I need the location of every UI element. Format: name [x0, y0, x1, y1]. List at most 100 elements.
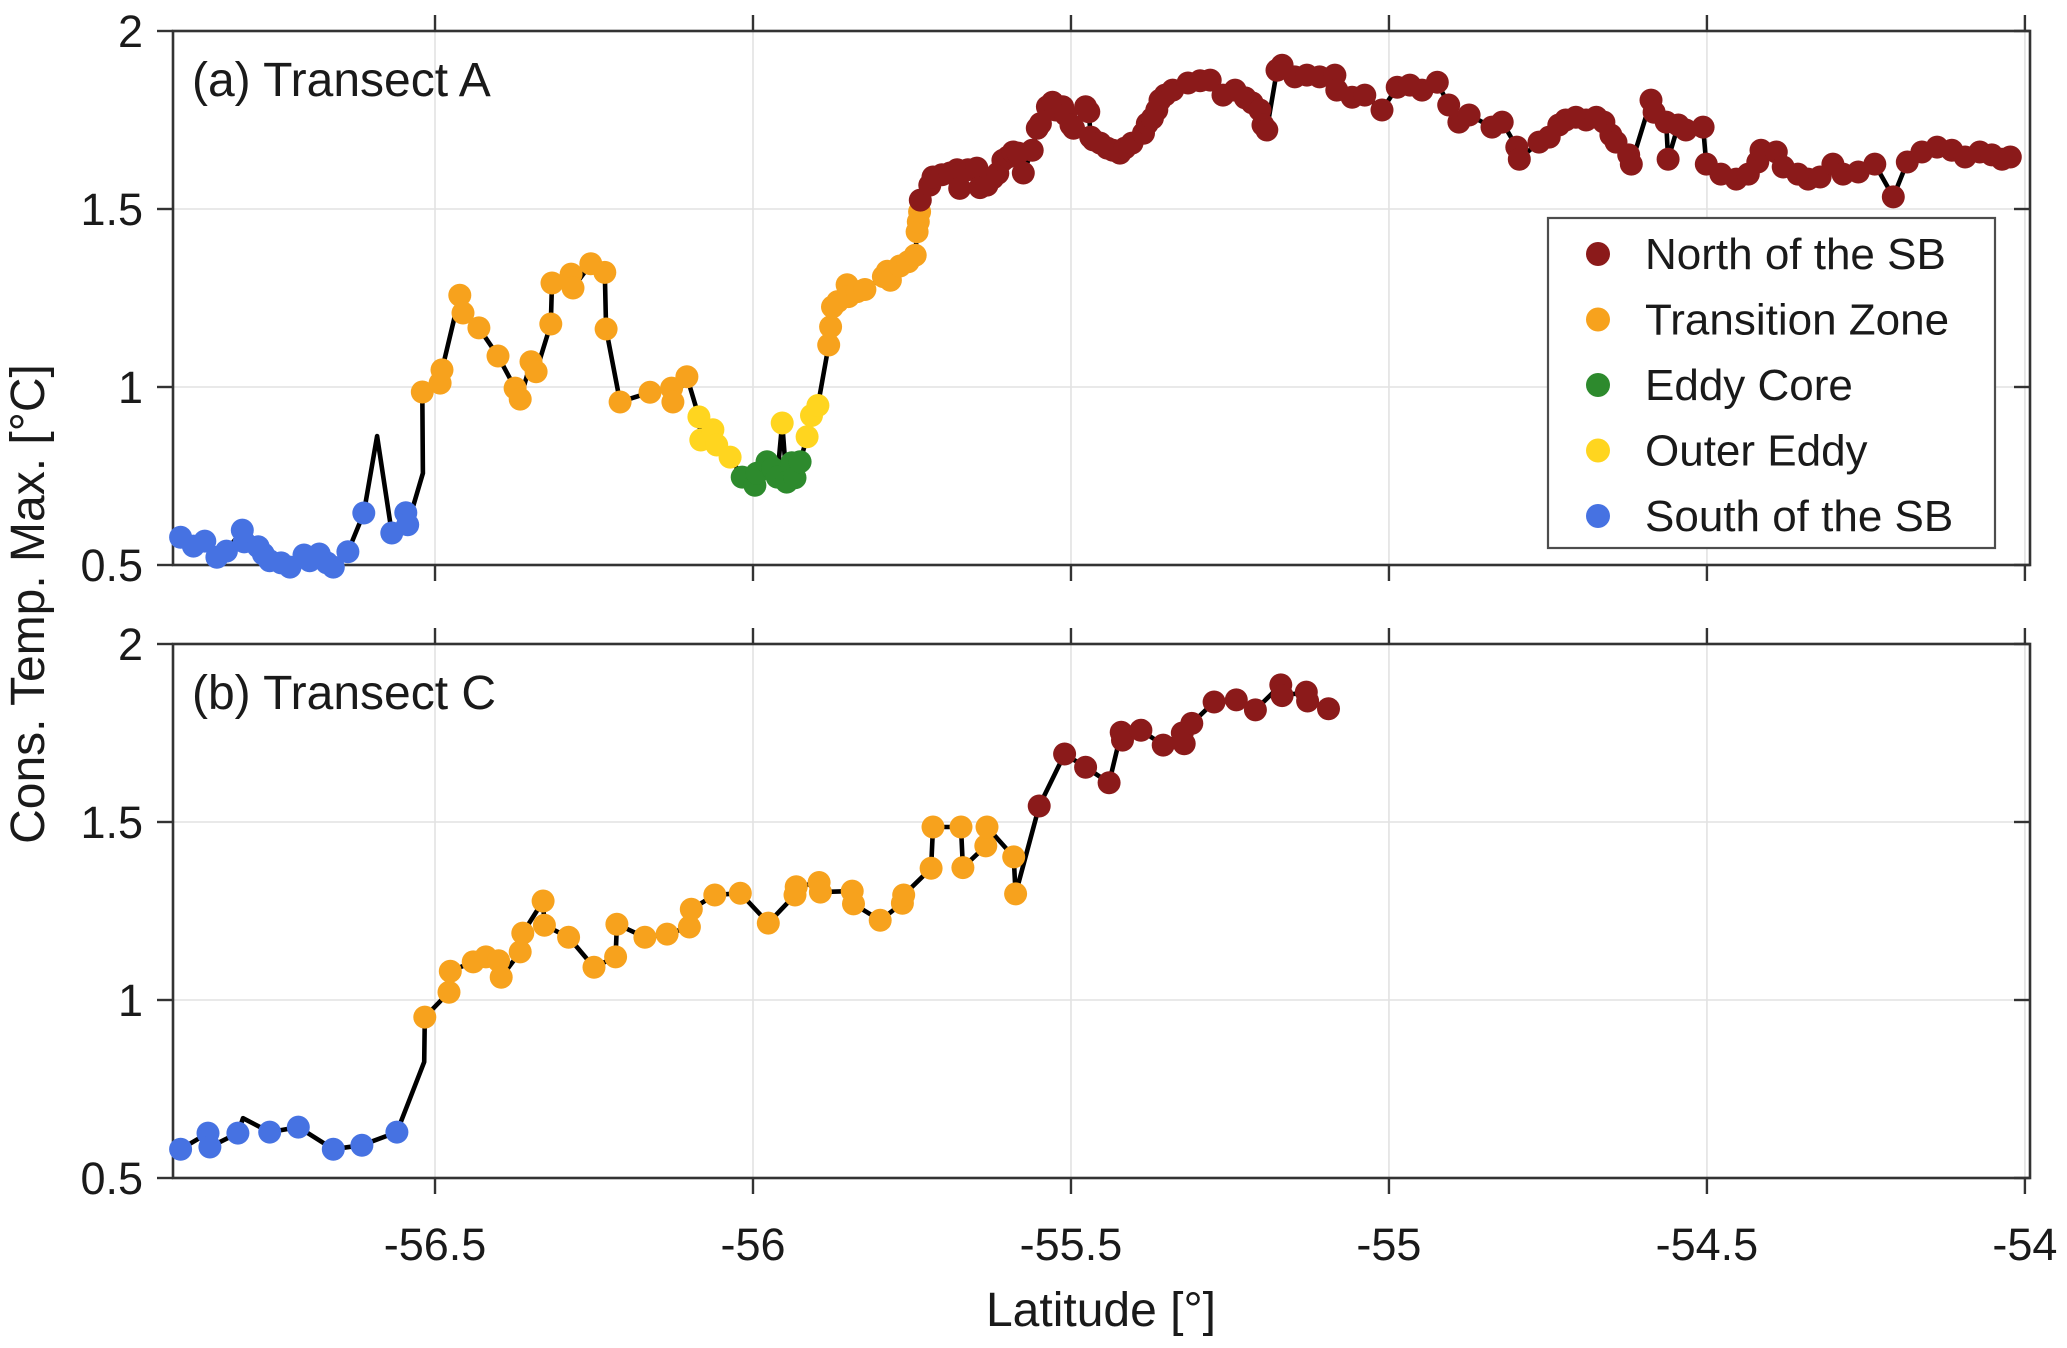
legend-marker-south-of-the-sb — [1586, 504, 1610, 528]
x-tick-label: -56 — [720, 1219, 785, 1270]
data-point-north-of-the-sb — [1224, 688, 1248, 712]
y-tick-label: 1 — [118, 362, 143, 413]
data-point-transition-zone — [448, 283, 472, 307]
data-point-north-of-the-sb — [1490, 110, 1514, 134]
data-point-south-of-the-sb — [214, 539, 238, 563]
legend-item-label: South of the SB — [1645, 492, 1953, 541]
data-point-transition-zone — [974, 834, 998, 858]
panel-b: 0.5 1 1.5 2 -56.5 -56 -55.5 -55 -54.5 -54 — [80, 619, 2057, 1270]
data-point-transition-zone — [430, 358, 454, 382]
data-point-transition-zone — [1004, 882, 1028, 906]
data-point-transition-zone — [489, 965, 513, 989]
data-point-transition-zone — [410, 380, 434, 404]
data-point-transition-zone — [608, 390, 632, 414]
y-tick-label: 0.5 — [80, 540, 143, 591]
x-axis-label: Latitude [°] — [986, 1284, 1216, 1337]
data-point-north-of-the-sb — [1097, 771, 1121, 795]
plot-frame — [171, 642, 2032, 1180]
data-point-transition-zone — [531, 889, 555, 913]
data-point-north-of-the-sb — [1457, 103, 1481, 127]
data-point-transition-zone — [675, 365, 699, 389]
data-point-transition-zone — [784, 875, 808, 899]
y-tick-label: 2 — [118, 619, 143, 670]
data-point-north-of-the-sb — [1370, 98, 1394, 122]
data-point-north-of-the-sb — [1270, 684, 1294, 708]
y-tick-label: 0.5 — [80, 1153, 143, 1204]
data-point-south-of-the-sb — [352, 501, 376, 525]
data-point-outer-eddy — [795, 425, 819, 449]
y-tick-label: 1.5 — [80, 797, 143, 848]
y-tick-label: 1.5 — [80, 184, 143, 235]
data-point-transition-zone — [892, 883, 916, 907]
data-point-transition-zone — [511, 921, 535, 945]
data-point-transition-zone — [438, 959, 462, 983]
data-point-north-of-the-sb — [1053, 742, 1077, 766]
legend-item-south-of-the-sb: South of the SB — [1586, 492, 1953, 541]
data-point-north-of-the-sb — [1129, 718, 1153, 742]
data-point-north-of-the-sb — [1020, 138, 1044, 162]
data-point-north-of-the-sb — [1180, 711, 1204, 735]
data-point-north-of-the-sb — [1507, 147, 1531, 171]
data-point-transition-zone — [437, 980, 461, 1004]
data-point-outer-eddy — [806, 394, 830, 417]
data-point-transition-zone — [593, 260, 617, 284]
data-point-south-of-the-sb — [198, 1135, 222, 1159]
x-tick-label: -54.5 — [1656, 1219, 1759, 1270]
data-point-north-of-the-sb — [1198, 68, 1222, 92]
data-point-transition-zone — [532, 913, 556, 937]
data-point-transition-zone — [561, 276, 585, 300]
data-point-south-of-the-sb — [321, 1137, 345, 1161]
data-point-transition-zone — [661, 390, 685, 414]
data-point-transition-zone — [508, 387, 532, 411]
data-point-north-of-the-sb — [1255, 118, 1279, 142]
data-point-transition-zone — [808, 880, 832, 904]
data-point-transition-zone — [703, 883, 727, 907]
legend: North of the SB Transition Zone Eddy Core O… — [1546, 216, 1997, 550]
data-point-transition-zone — [756, 911, 780, 935]
data-point-transition-zone — [819, 315, 843, 339]
data-point-south-of-the-sb — [396, 513, 420, 537]
data-point-transition-zone — [605, 912, 629, 936]
data-point-eddy-core — [788, 450, 812, 474]
data-point-transition-zone — [868, 908, 892, 932]
data-point-transition-zone — [508, 940, 532, 964]
data-point-south-of-the-sb — [258, 1120, 282, 1144]
panel-b-title: (b) Transect C — [192, 667, 496, 720]
data-point-transition-zone — [728, 881, 752, 905]
data-point-transition-zone — [975, 815, 999, 839]
data-point-north-of-the-sb — [1317, 697, 1340, 721]
data-point-north-of-the-sb — [1881, 185, 1905, 209]
data-point-transition-zone — [467, 316, 491, 340]
data-point-south-of-the-sb — [336, 540, 360, 564]
plot-frame — [171, 29, 2032, 567]
x-tick-label: -55 — [1356, 1219, 1421, 1270]
legend-item-outer-eddy: Outer Eddy — [1586, 427, 1868, 476]
legend-marker-transition-zone — [1586, 307, 1610, 332]
data-point-transition-zone — [951, 856, 975, 880]
data-point-north-of-the-sb — [1062, 116, 1085, 140]
legend-marker-outer-eddy — [1586, 438, 1610, 463]
panel-a-title: (a) Transect A — [192, 54, 491, 107]
legend-item-label: North of the SB — [1645, 230, 1946, 279]
data-point-transition-zone — [638, 380, 662, 404]
data-point-transition-zone — [604, 945, 628, 969]
x-tick-label: -56.5 — [384, 1219, 487, 1270]
data-point-transition-zone — [540, 271, 564, 295]
data-point-transition-zone — [594, 317, 618, 341]
legend-item-eddy-core: Eddy Core — [1586, 361, 1853, 410]
legend-item-transition-zone: Transition Zone — [1586, 296, 1949, 345]
y-axis-label: Cons. Temp. Max. [°C] — [2, 364, 55, 844]
data-point-transition-zone — [679, 897, 703, 921]
data-point-north-of-the-sb — [1425, 70, 1449, 94]
data-point-north-of-the-sb — [1296, 689, 1320, 713]
data-point-transition-zone — [655, 922, 679, 946]
data-point-transition-zone — [633, 925, 657, 949]
data-point-outer-eddy — [718, 445, 742, 469]
legend-item-north-of-the-sb: North of the SB — [1586, 230, 1946, 279]
data-point-north-of-the-sb — [1998, 145, 2022, 169]
x-tick-label: -54 — [1992, 1219, 2057, 1270]
legend-item-label: Eddy Core — [1645, 361, 1853, 410]
legend-marker-eddy-core — [1586, 373, 1610, 397]
